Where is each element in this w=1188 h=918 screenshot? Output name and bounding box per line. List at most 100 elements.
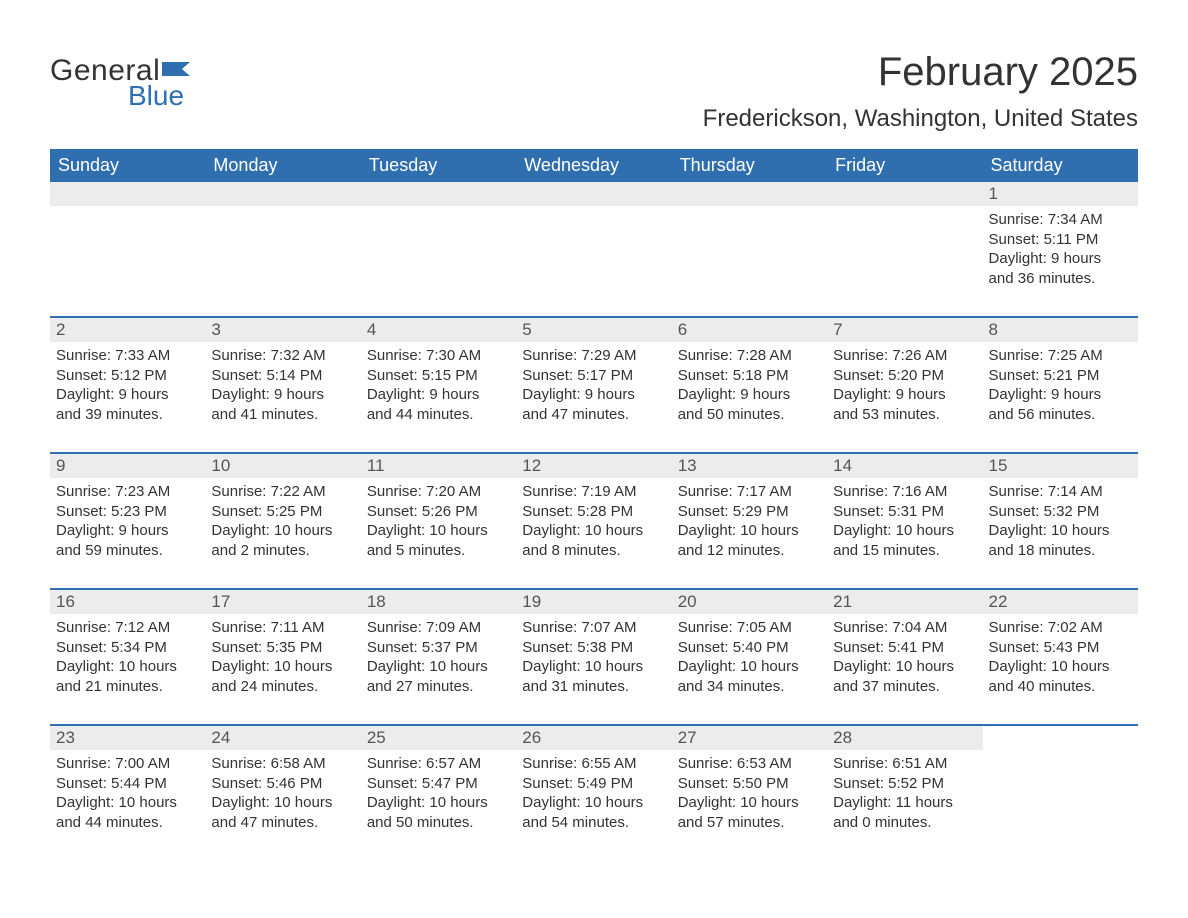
day-line-sunrise: Sunrise: 7:02 AM xyxy=(989,618,1134,638)
day-cell xyxy=(983,725,1138,860)
day-cell: 22Sunrise: 7:02 AMSunset: 5:43 PMDayligh… xyxy=(983,589,1138,725)
day-line-daylight1: Daylight: 10 hours xyxy=(367,793,512,813)
day-number xyxy=(983,726,1138,750)
day-line-daylight1: Daylight: 9 hours xyxy=(989,249,1134,269)
day-cell: 3Sunrise: 7:32 AMSunset: 5:14 PMDaylight… xyxy=(205,317,360,453)
day-number xyxy=(361,182,516,206)
day-line-daylight2: and 56 minutes. xyxy=(989,405,1134,425)
day-line-sunrise: Sunrise: 7:32 AM xyxy=(211,346,356,366)
day-number: 16 xyxy=(50,590,205,614)
day-line-daylight2: and 44 minutes. xyxy=(367,405,512,425)
day-line-sunset: Sunset: 5:28 PM xyxy=(522,502,667,522)
day-line-daylight1: Daylight: 9 hours xyxy=(678,385,823,405)
day-line-sunrise: Sunrise: 6:58 AM xyxy=(211,754,356,774)
day-line-daylight1: Daylight: 10 hours xyxy=(833,657,978,677)
day-line-daylight2: and 24 minutes. xyxy=(211,677,356,697)
day-line-daylight2: and 36 minutes. xyxy=(989,269,1134,289)
day-line-daylight2: and 53 minutes. xyxy=(833,405,978,425)
day-cell: 24Sunrise: 6:58 AMSunset: 5:46 PMDayligh… xyxy=(205,725,360,860)
day-body: Sunrise: 7:28 AMSunset: 5:18 PMDaylight:… xyxy=(672,342,827,428)
day-body: Sunrise: 7:19 AMSunset: 5:28 PMDaylight:… xyxy=(516,478,671,564)
day-line-sunset: Sunset: 5:32 PM xyxy=(989,502,1134,522)
day-line-sunset: Sunset: 5:12 PM xyxy=(56,366,201,386)
day-cell xyxy=(205,182,360,317)
day-line-daylight1: Daylight: 10 hours xyxy=(367,521,512,541)
day-line-sunrise: Sunrise: 7:11 AM xyxy=(211,618,356,638)
day-cell: 23Sunrise: 7:00 AMSunset: 5:44 PMDayligh… xyxy=(50,725,205,860)
day-number: 6 xyxy=(672,318,827,342)
day-number: 21 xyxy=(827,590,982,614)
day-cell: 14Sunrise: 7:16 AMSunset: 5:31 PMDayligh… xyxy=(827,453,982,589)
day-header: Sunday xyxy=(50,149,205,182)
day-body: Sunrise: 7:25 AMSunset: 5:21 PMDaylight:… xyxy=(983,342,1138,428)
day-line-sunrise: Sunrise: 7:17 AM xyxy=(678,482,823,502)
day-body: Sunrise: 7:07 AMSunset: 5:38 PMDaylight:… xyxy=(516,614,671,700)
day-body: Sunrise: 7:12 AMSunset: 5:34 PMDaylight:… xyxy=(50,614,205,700)
week-row: 16Sunrise: 7:12 AMSunset: 5:34 PMDayligh… xyxy=(50,589,1138,725)
day-line-sunrise: Sunrise: 7:20 AM xyxy=(367,482,512,502)
day-line-daylight2: and 5 minutes. xyxy=(367,541,512,561)
day-line-daylight1: Daylight: 9 hours xyxy=(367,385,512,405)
calendar-table: Sunday Monday Tuesday Wednesday Thursday… xyxy=(50,149,1138,860)
day-header: Monday xyxy=(205,149,360,182)
day-line-daylight1: Daylight: 10 hours xyxy=(989,521,1134,541)
day-line-sunset: Sunset: 5:43 PM xyxy=(989,638,1134,658)
day-line-sunset: Sunset: 5:47 PM xyxy=(367,774,512,794)
day-line-daylight2: and 40 minutes. xyxy=(989,677,1134,697)
day-header-row: Sunday Monday Tuesday Wednesday Thursday… xyxy=(50,149,1138,182)
day-cell: 5Sunrise: 7:29 AMSunset: 5:17 PMDaylight… xyxy=(516,317,671,453)
day-line-sunrise: Sunrise: 7:26 AM xyxy=(833,346,978,366)
day-line-daylight2: and 12 minutes. xyxy=(678,541,823,561)
day-number: 18 xyxy=(361,590,516,614)
day-line-daylight2: and 18 minutes. xyxy=(989,541,1134,561)
day-line-sunset: Sunset: 5:49 PM xyxy=(522,774,667,794)
day-body: Sunrise: 7:05 AMSunset: 5:40 PMDaylight:… xyxy=(672,614,827,700)
day-line-sunrise: Sunrise: 7:22 AM xyxy=(211,482,356,502)
day-number: 26 xyxy=(516,726,671,750)
logo-text-blue: Blue xyxy=(128,80,184,112)
day-number: 5 xyxy=(516,318,671,342)
day-cell: 21Sunrise: 7:04 AMSunset: 5:41 PMDayligh… xyxy=(827,589,982,725)
day-cell: 28Sunrise: 6:51 AMSunset: 5:52 PMDayligh… xyxy=(827,725,982,860)
day-line-sunrise: Sunrise: 7:30 AM xyxy=(367,346,512,366)
day-line-daylight1: Daylight: 11 hours xyxy=(833,793,978,813)
day-cell xyxy=(827,182,982,317)
title-block: February 2025 Frederickson, Washington, … xyxy=(703,50,1138,143)
week-row: 2Sunrise: 7:33 AMSunset: 5:12 PMDaylight… xyxy=(50,317,1138,453)
day-line-sunset: Sunset: 5:35 PM xyxy=(211,638,356,658)
page-header: General Blue February 2025 Frederickson,… xyxy=(50,50,1138,143)
day-line-daylight1: Daylight: 10 hours xyxy=(211,521,356,541)
day-line-daylight1: Daylight: 9 hours xyxy=(989,385,1134,405)
day-line-daylight1: Daylight: 10 hours xyxy=(211,793,356,813)
day-line-sunset: Sunset: 5:25 PM xyxy=(211,502,356,522)
day-cell: 16Sunrise: 7:12 AMSunset: 5:34 PMDayligh… xyxy=(50,589,205,725)
day-cell: 8Sunrise: 7:25 AMSunset: 5:21 PMDaylight… xyxy=(983,317,1138,453)
day-line-daylight2: and 47 minutes. xyxy=(211,813,356,833)
day-body: Sunrise: 7:17 AMSunset: 5:29 PMDaylight:… xyxy=(672,478,827,564)
day-header: Saturday xyxy=(983,149,1138,182)
day-line-sunset: Sunset: 5:23 PM xyxy=(56,502,201,522)
day-line-sunrise: Sunrise: 6:51 AM xyxy=(833,754,978,774)
day-number: 7 xyxy=(827,318,982,342)
day-cell xyxy=(672,182,827,317)
day-body: Sunrise: 6:55 AMSunset: 5:49 PMDaylight:… xyxy=(516,750,671,836)
day-number xyxy=(205,182,360,206)
day-line-sunset: Sunset: 5:40 PM xyxy=(678,638,823,658)
day-number: 8 xyxy=(983,318,1138,342)
day-line-sunrise: Sunrise: 7:19 AM xyxy=(522,482,667,502)
day-cell: 4Sunrise: 7:30 AMSunset: 5:15 PMDaylight… xyxy=(361,317,516,453)
day-line-sunset: Sunset: 5:37 PM xyxy=(367,638,512,658)
day-line-daylight2: and 47 minutes. xyxy=(522,405,667,425)
day-cell: 19Sunrise: 7:07 AMSunset: 5:38 PMDayligh… xyxy=(516,589,671,725)
day-line-daylight2: and 8 minutes. xyxy=(522,541,667,561)
day-number xyxy=(672,182,827,206)
day-number: 25 xyxy=(361,726,516,750)
day-line-sunset: Sunset: 5:46 PM xyxy=(211,774,356,794)
day-line-sunset: Sunset: 5:18 PM xyxy=(678,366,823,386)
day-cell: 27Sunrise: 6:53 AMSunset: 5:50 PMDayligh… xyxy=(672,725,827,860)
day-cell xyxy=(361,182,516,317)
day-body: Sunrise: 7:34 AMSunset: 5:11 PMDaylight:… xyxy=(983,206,1138,292)
day-line-daylight1: Daylight: 10 hours xyxy=(56,793,201,813)
day-number: 4 xyxy=(361,318,516,342)
day-line-sunrise: Sunrise: 7:05 AM xyxy=(678,618,823,638)
